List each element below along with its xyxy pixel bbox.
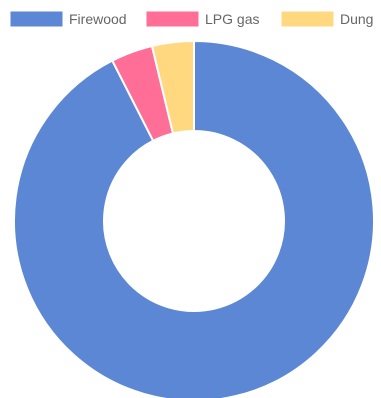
legend-item-lpg-gas[interactable]: LPG gas <box>145 10 259 28</box>
legend-label-dung: Dung <box>340 11 373 27</box>
donut-slice-dung[interactable] <box>150 39 195 135</box>
donut-slices <box>13 39 375 398</box>
legend-label-lpg-gas: LPG gas <box>205 11 259 27</box>
legend-swatch-firewood <box>9 10 64 28</box>
legend-label-firewood: Firewood <box>69 11 127 27</box>
legend-swatch-lpg-gas <box>145 10 200 28</box>
legend-swatch-dung <box>280 10 335 28</box>
donut-slice-firewood[interactable] <box>13 39 375 398</box>
legend-item-firewood[interactable]: Firewood <box>9 10 127 28</box>
legend-item-dung[interactable]: Dung <box>280 10 373 28</box>
chart-legend: Firewood LPG gas Dung <box>9 10 373 28</box>
